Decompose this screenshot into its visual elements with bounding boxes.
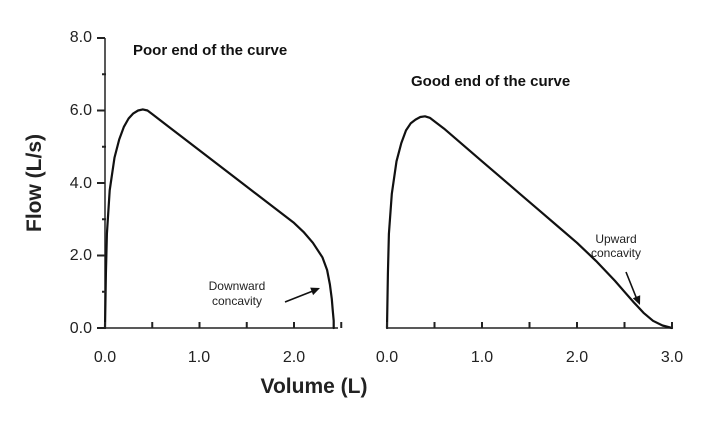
y-axis-title: Flow (L/s) [23,134,46,232]
panel-title-left: Poor end of the curve [133,42,287,59]
annotation-left-line-2: concavity [212,294,262,308]
x-tick-label-left-0: 0.0 [94,349,116,366]
panel-title-right: Good end of the curve [411,73,570,90]
y-tick-label-0: 0.0 [70,320,92,337]
annotation-right-line-1: Upward [595,232,636,246]
x-tick-label-left-1: 1.0 [188,349,210,366]
annotation-right-line-2: concavity [591,246,641,260]
y-tick-label-8: 8.0 [70,29,92,46]
axis-ticks [97,37,673,329]
y-tick-label-4: 4.0 [70,175,92,192]
x-tick-label-left-2: 2.0 [283,349,305,366]
annotation-right-arrowhead [632,295,641,305]
y-tick-label-2: 2.0 [70,247,92,264]
x-tick-label-right-2: 2.0 [566,349,588,366]
x-tick-label-right-0: 0.0 [376,349,398,366]
x-tick-label-right-3: 3.0 [661,349,683,366]
y-tick-label-6: 6.0 [70,102,92,119]
x-tick-label-right-1: 1.0 [471,349,493,366]
annotation-left-arrowhead [310,287,320,296]
annotation-left-line-1: Downward [209,279,266,293]
series-line-good-curve [385,115,674,330]
x-axis-title: Volume (L) [261,375,368,398]
series-line-poor-curve [103,108,335,330]
